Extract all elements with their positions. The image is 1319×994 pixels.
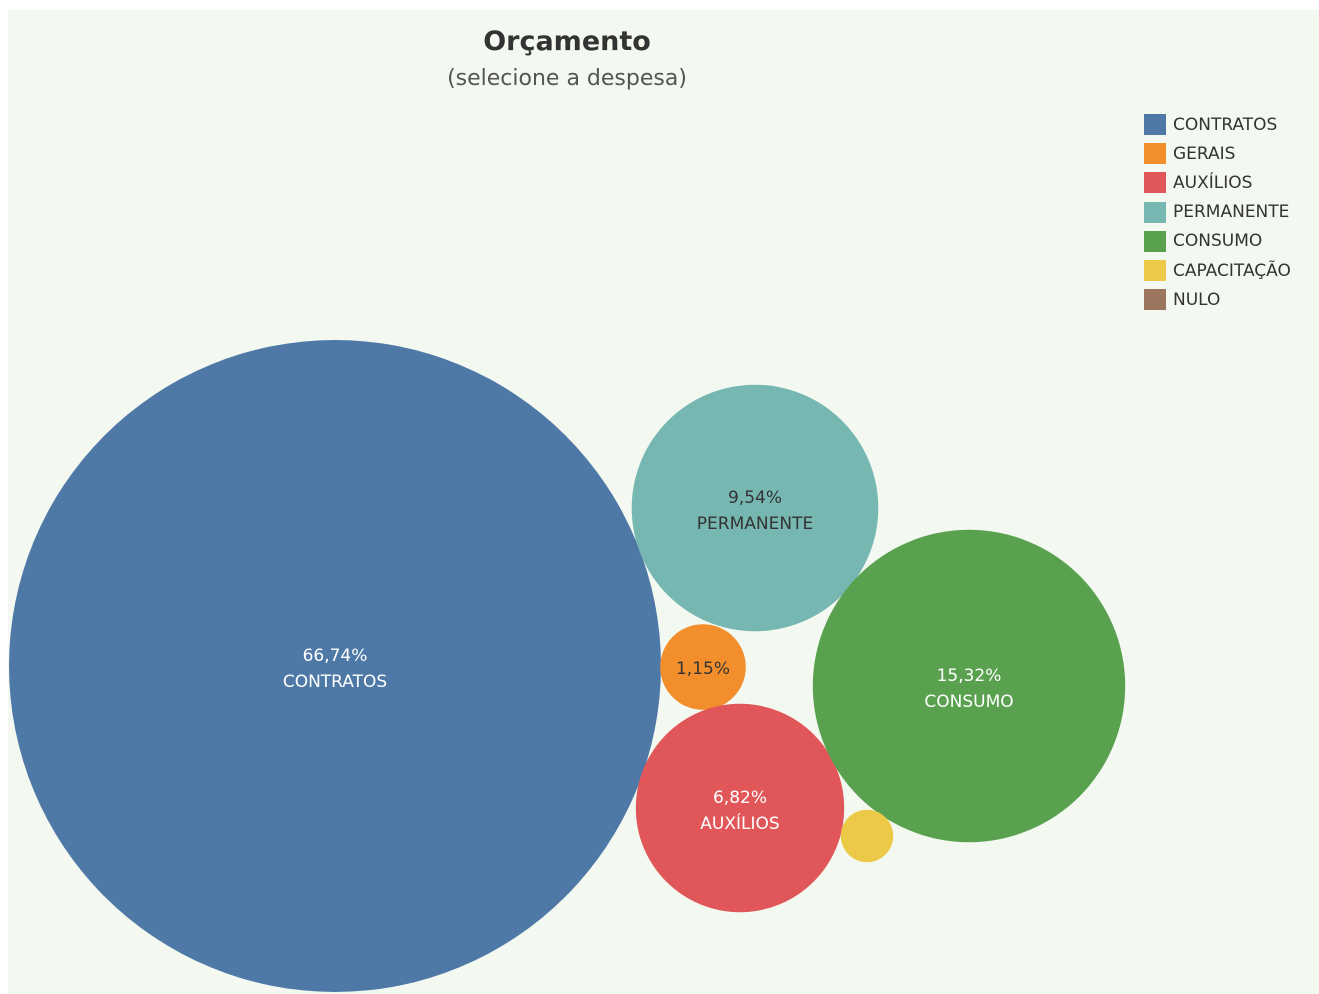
legend-item-contratos[interactable]: CONTRATOS (1144, 110, 1291, 139)
bubble-category-label: AUXÍLIOS (700, 812, 779, 834)
legend-swatch (1144, 143, 1166, 165)
bubble-circle[interactable] (840, 809, 894, 863)
bubble-contratos[interactable]: 66,74% CONTRATOS (9, 340, 661, 992)
bubble-consumo[interactable]: 15,32% CONSUMO (812, 529, 1126, 843)
bubble-category-label: CONTRATOS (283, 672, 387, 692)
bubble-circle[interactable] (812, 529, 1126, 843)
legend-label: PERMANENTE (1173, 202, 1290, 223)
legend-label: GERAIS (1173, 143, 1236, 164)
bubble-percent-label: 1,15% (676, 659, 730, 679)
legend-label: CONSUMO (1173, 231, 1263, 252)
legend-swatch (1144, 289, 1166, 311)
legend-label: NULO (1173, 289, 1221, 310)
bubble-auxilios[interactable]: 6,82% AUXÍLIOS (635, 703, 845, 913)
bubble-gerais[interactable]: 1,15% (660, 624, 746, 710)
bubble-percent-label: 9,54% (728, 488, 782, 508)
legend-swatch (1144, 230, 1166, 252)
legend-item-gerais[interactable]: GERAIS (1144, 139, 1291, 168)
bubble-capacitacao[interactable] (840, 809, 894, 863)
bubble-category-label: PERMANENTE (697, 514, 813, 534)
legend-swatch (1144, 114, 1166, 136)
legend-label: AUXÍLIOS (1173, 172, 1253, 193)
legend-swatch (1144, 260, 1166, 282)
bubble-circle[interactable] (9, 340, 661, 992)
legend-item-capacitacao[interactable]: CAPACITAÇÃO (1144, 256, 1291, 285)
bubble-percent-label: 15,32% (937, 666, 1002, 686)
bubble-permanente[interactable]: 9,54% PERMANENTE (631, 384, 879, 632)
legend-item-auxilios[interactable]: AUXÍLIOS (1144, 168, 1291, 197)
chart-title: Orçamento (483, 26, 651, 57)
legend-label: CAPACITAÇÃO (1173, 260, 1291, 281)
legend: CONTRATOS GERAIS AUXÍLIOS PERMANENTE CONSUMO… (1144, 110, 1291, 314)
legend-label: CONTRATOS (1173, 114, 1278, 135)
bubble-circle[interactable] (635, 703, 845, 913)
legend-item-consumo[interactable]: CONSUMO (1144, 227, 1291, 256)
legend-item-nulo[interactable]: NULO (1144, 285, 1291, 314)
bubble-category-label: CONSUMO (924, 692, 1013, 712)
bubble-percent-label: 6,82% (713, 788, 767, 808)
bubble-circle[interactable] (631, 384, 879, 632)
legend-swatch (1144, 172, 1166, 194)
legend-item-permanente[interactable]: PERMANENTE (1144, 198, 1291, 227)
bubble-circle[interactable] (660, 624, 746, 710)
legend-swatch (1144, 201, 1166, 223)
bubble-percent-label: 66,74% (303, 646, 368, 666)
chart-subtitle: (selecione a despesa) (447, 66, 687, 91)
